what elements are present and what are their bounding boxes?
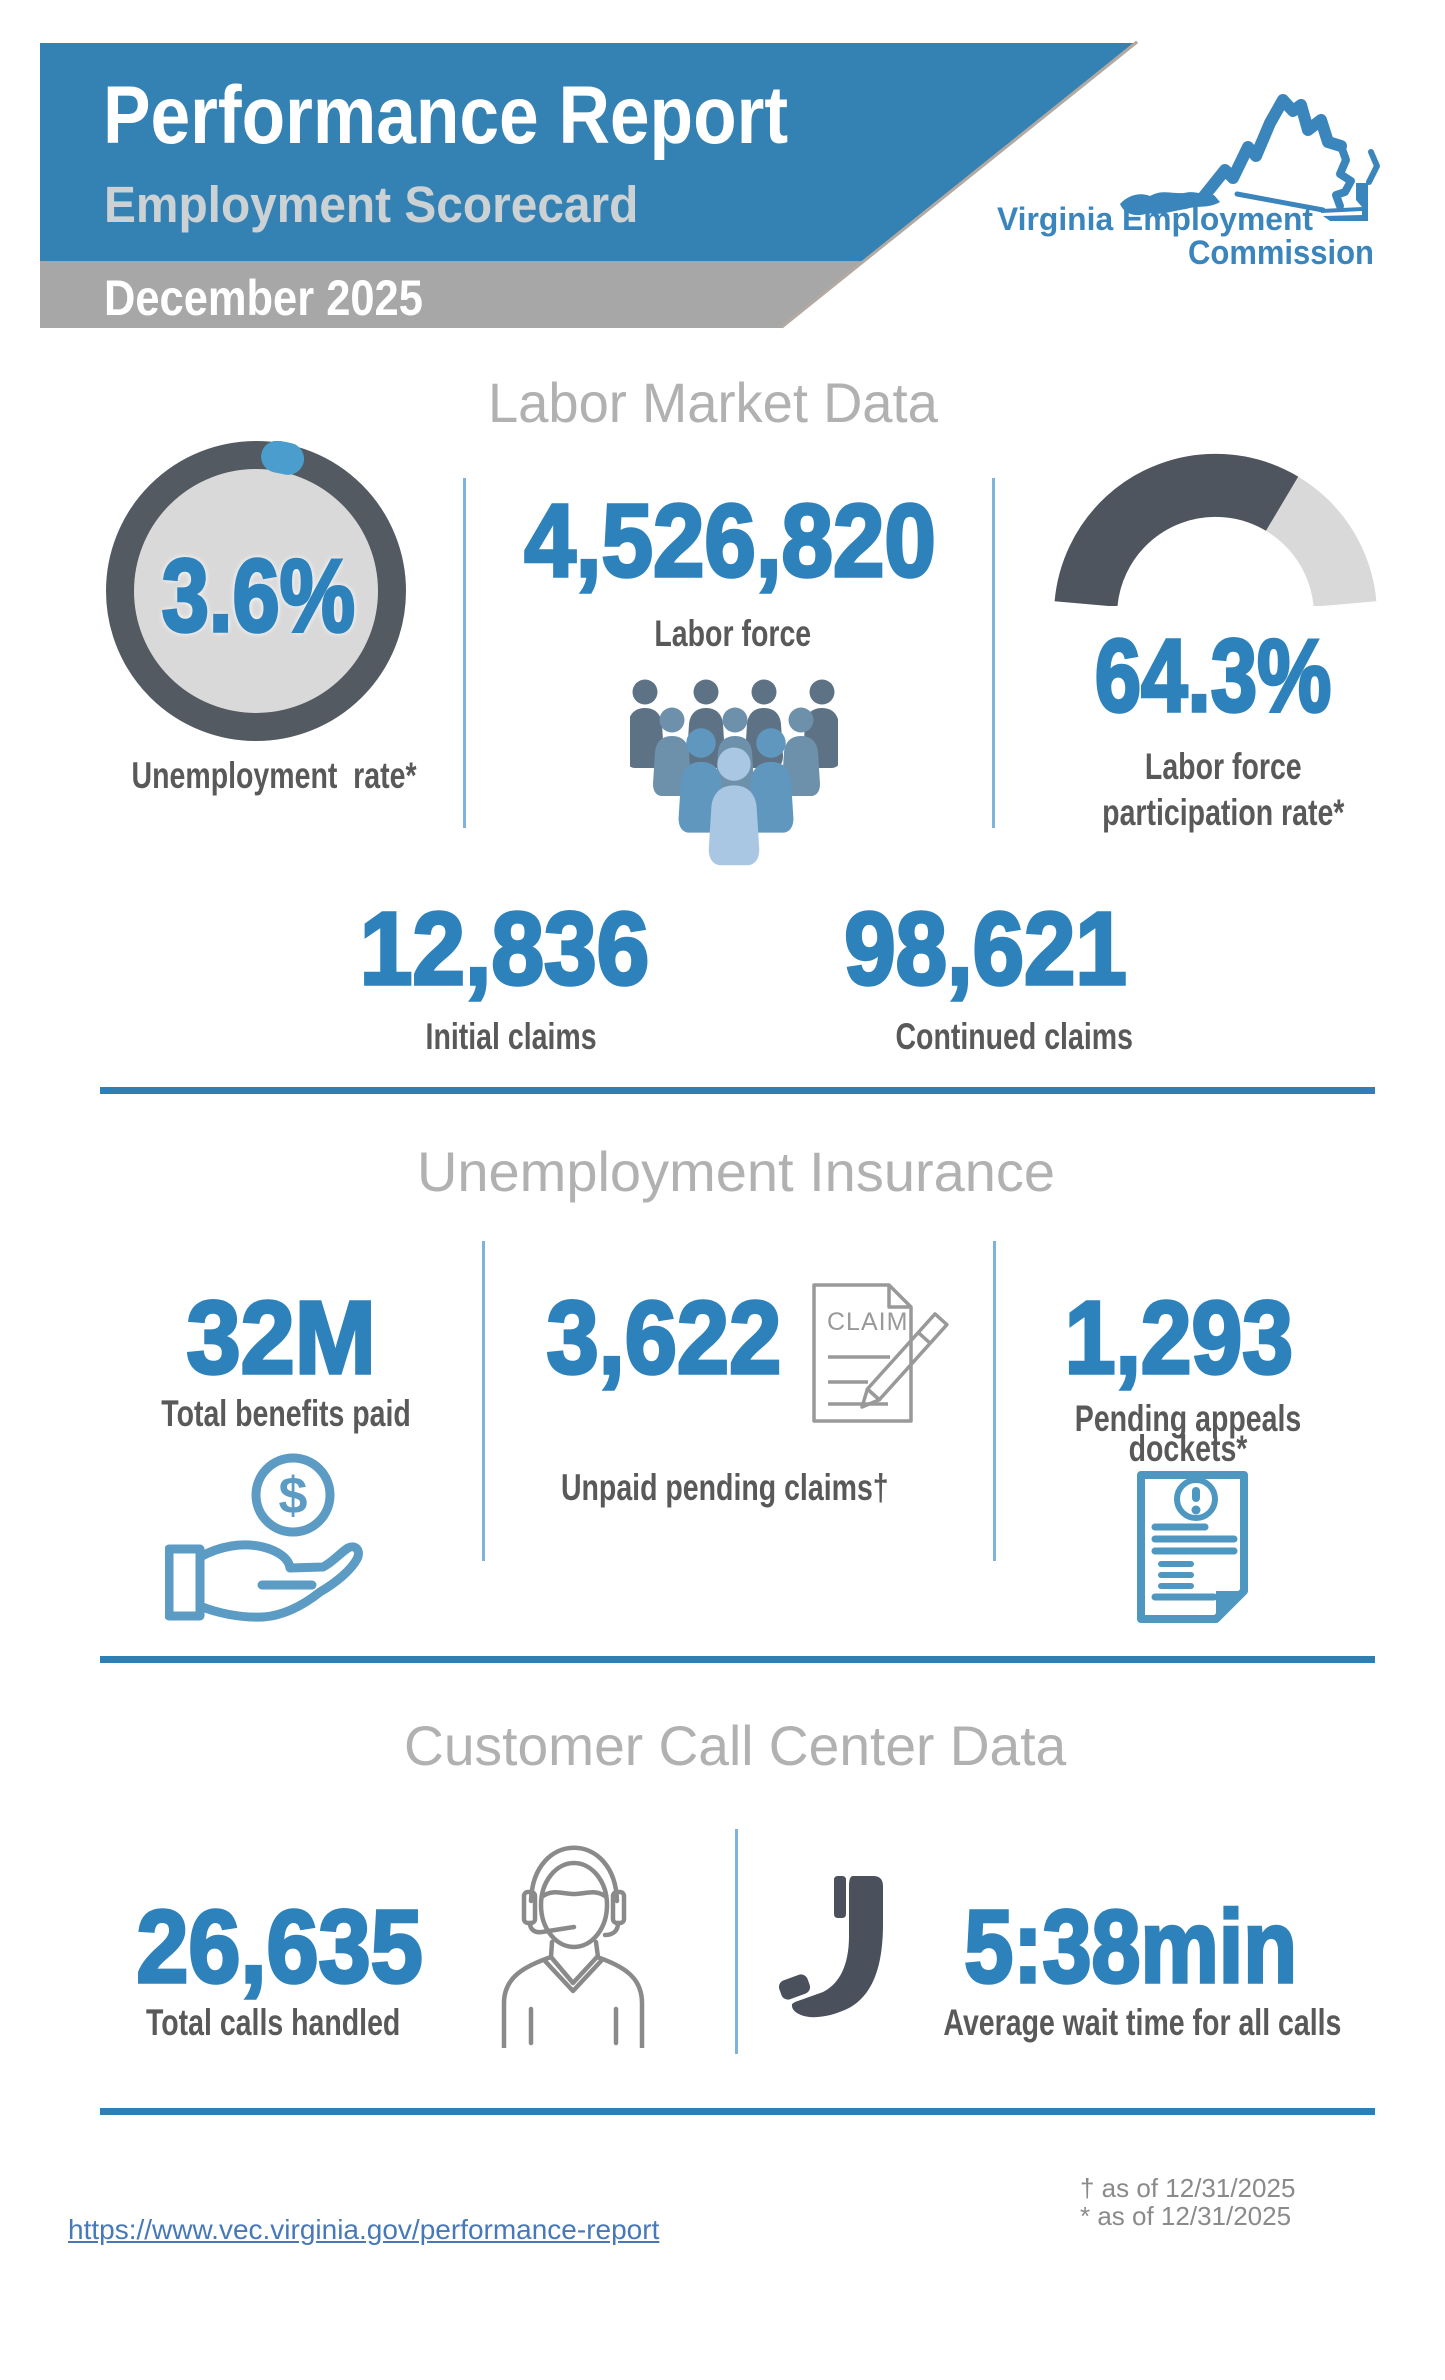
svg-text:CLAIM: CLAIM xyxy=(827,1308,908,1336)
svg-text:Commission: Commission xyxy=(1188,234,1374,272)
svg-text:$: $ xyxy=(279,1467,308,1525)
svg-text:Virginia Employment: Virginia Employment xyxy=(997,201,1313,237)
